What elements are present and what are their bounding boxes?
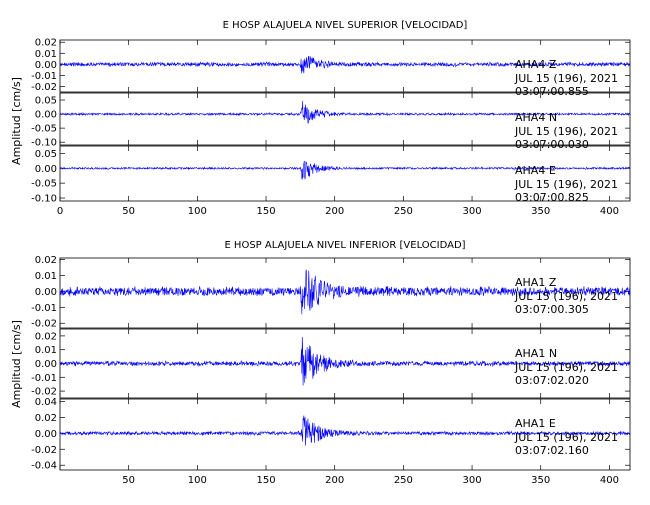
x-tick-label: 350 <box>531 475 550 486</box>
x-tick-label: 350 <box>531 206 550 217</box>
y-tick-label: 0.00 <box>35 60 57 71</box>
seismogram-trace <box>59 415 631 446</box>
y-tick-label: 0.05 <box>35 96 57 107</box>
record-time-label: 03:07:00.825 <box>515 191 589 204</box>
y-tick-label: 0.05 <box>35 149 57 160</box>
y-axis-label: Amplitud [cm/s] <box>10 320 23 408</box>
y-tick-label: 0.00 <box>35 110 57 121</box>
y-tick-label: -0.02 <box>31 445 57 456</box>
y-tick-label: 0.02 <box>35 255 57 266</box>
y-tick-label: 0.01 <box>35 271 57 282</box>
station-component-label: AHA1 N <box>515 347 557 360</box>
chart-title: E HOSP ALAJUELA NIVEL SUPERIOR [VELOCIDA… <box>223 20 468 31</box>
station-component-label: AHA1 E <box>515 417 556 430</box>
y-tick-label: -0.05 <box>31 124 57 135</box>
x-tick-label: 0 <box>57 206 63 217</box>
y-tick-label: -0.10 <box>31 194 57 205</box>
y-tick-label: 0.02 <box>35 38 57 49</box>
y-tick-label: -0.01 <box>31 373 57 384</box>
record-time-label: 03:07:02.020 <box>515 374 589 387</box>
y-tick-label: 0.04 <box>35 397 57 408</box>
y-tick-label: 0.00 <box>35 359 57 370</box>
station-component-label: AHA1 Z <box>515 276 557 289</box>
y-tick-label: -0.05 <box>31 179 57 190</box>
seismogram-trace <box>59 55 631 74</box>
y-tick-label: -0.02 <box>31 387 57 398</box>
record-date-label: JUL 15 (196), 2021 <box>514 361 618 374</box>
x-tick-label: 200 <box>325 475 344 486</box>
seismogram-trace <box>59 269 631 315</box>
x-tick-label: 250 <box>394 206 413 217</box>
y-tick-label: 0.00 <box>35 287 57 298</box>
y-tick-label: -0.02 <box>31 319 57 330</box>
station-component-label: AHA4 Z <box>515 58 557 71</box>
x-tick-label: 400 <box>600 475 619 486</box>
record-date-label: JUL 15 (196), 2021 <box>514 431 618 444</box>
x-tick-label: 150 <box>256 206 275 217</box>
x-tick-label: 300 <box>463 206 482 217</box>
seismogram-trace <box>59 160 631 180</box>
y-tick-label: 0.01 <box>35 345 57 356</box>
record-date-label: JUL 15 (196), 2021 <box>514 72 618 85</box>
y-tick-label: -0.01 <box>31 303 57 314</box>
record-time-label: 03:07:02.160 <box>515 444 589 457</box>
x-tick-label: 200 <box>325 206 344 217</box>
y-tick-label: -0.01 <box>31 71 57 82</box>
record-time-label: 03:07:00.030 <box>515 138 589 151</box>
y-tick-label: 0.01 <box>35 49 57 60</box>
record-time-label: 03:07:00.305 <box>515 303 589 316</box>
y-axis-label: Amplitud [cm/s] <box>10 77 23 165</box>
chart-title: E HOSP ALAJUELA NIVEL INFERIOR [VELOCIDA… <box>224 240 465 251</box>
x-tick-label: 50 <box>122 206 135 217</box>
x-tick-label: 150 <box>256 475 275 486</box>
x-tick-label: 100 <box>188 206 207 217</box>
y-tick-label: -0.04 <box>31 461 57 472</box>
panel-frame <box>59 92 631 146</box>
x-tick-label: 400 <box>600 206 619 217</box>
y-tick-label: -0.02 <box>31 82 57 93</box>
x-tick-label: 50 <box>122 475 135 486</box>
y-tick-label: 0.00 <box>35 429 57 440</box>
y-tick-label: 0.02 <box>35 331 57 342</box>
record-date-label: JUL 15 (196), 2021 <box>514 178 618 191</box>
seismogram-trace <box>59 337 631 386</box>
panel-frame <box>59 145 631 202</box>
y-tick-label: -0.10 <box>31 138 57 149</box>
station-component-label: AHA4 E <box>515 164 556 177</box>
record-date-label: JUL 15 (196), 2021 <box>514 290 618 303</box>
record-date-label: JUL 15 (196), 2021 <box>514 125 618 138</box>
x-tick-label: 300 <box>463 475 482 486</box>
seismogram-trace <box>59 101 631 124</box>
panel-frame <box>59 257 631 329</box>
y-tick-label: 0.02 <box>35 413 57 424</box>
record-time-label: 03:07:00.855 <box>515 85 589 98</box>
y-tick-label: 0.00 <box>35 164 57 175</box>
x-tick-label: 100 <box>188 475 207 486</box>
panel-frame <box>59 39 631 93</box>
x-tick-label: 250 <box>394 475 413 486</box>
station-component-label: AHA4 N <box>515 111 557 124</box>
